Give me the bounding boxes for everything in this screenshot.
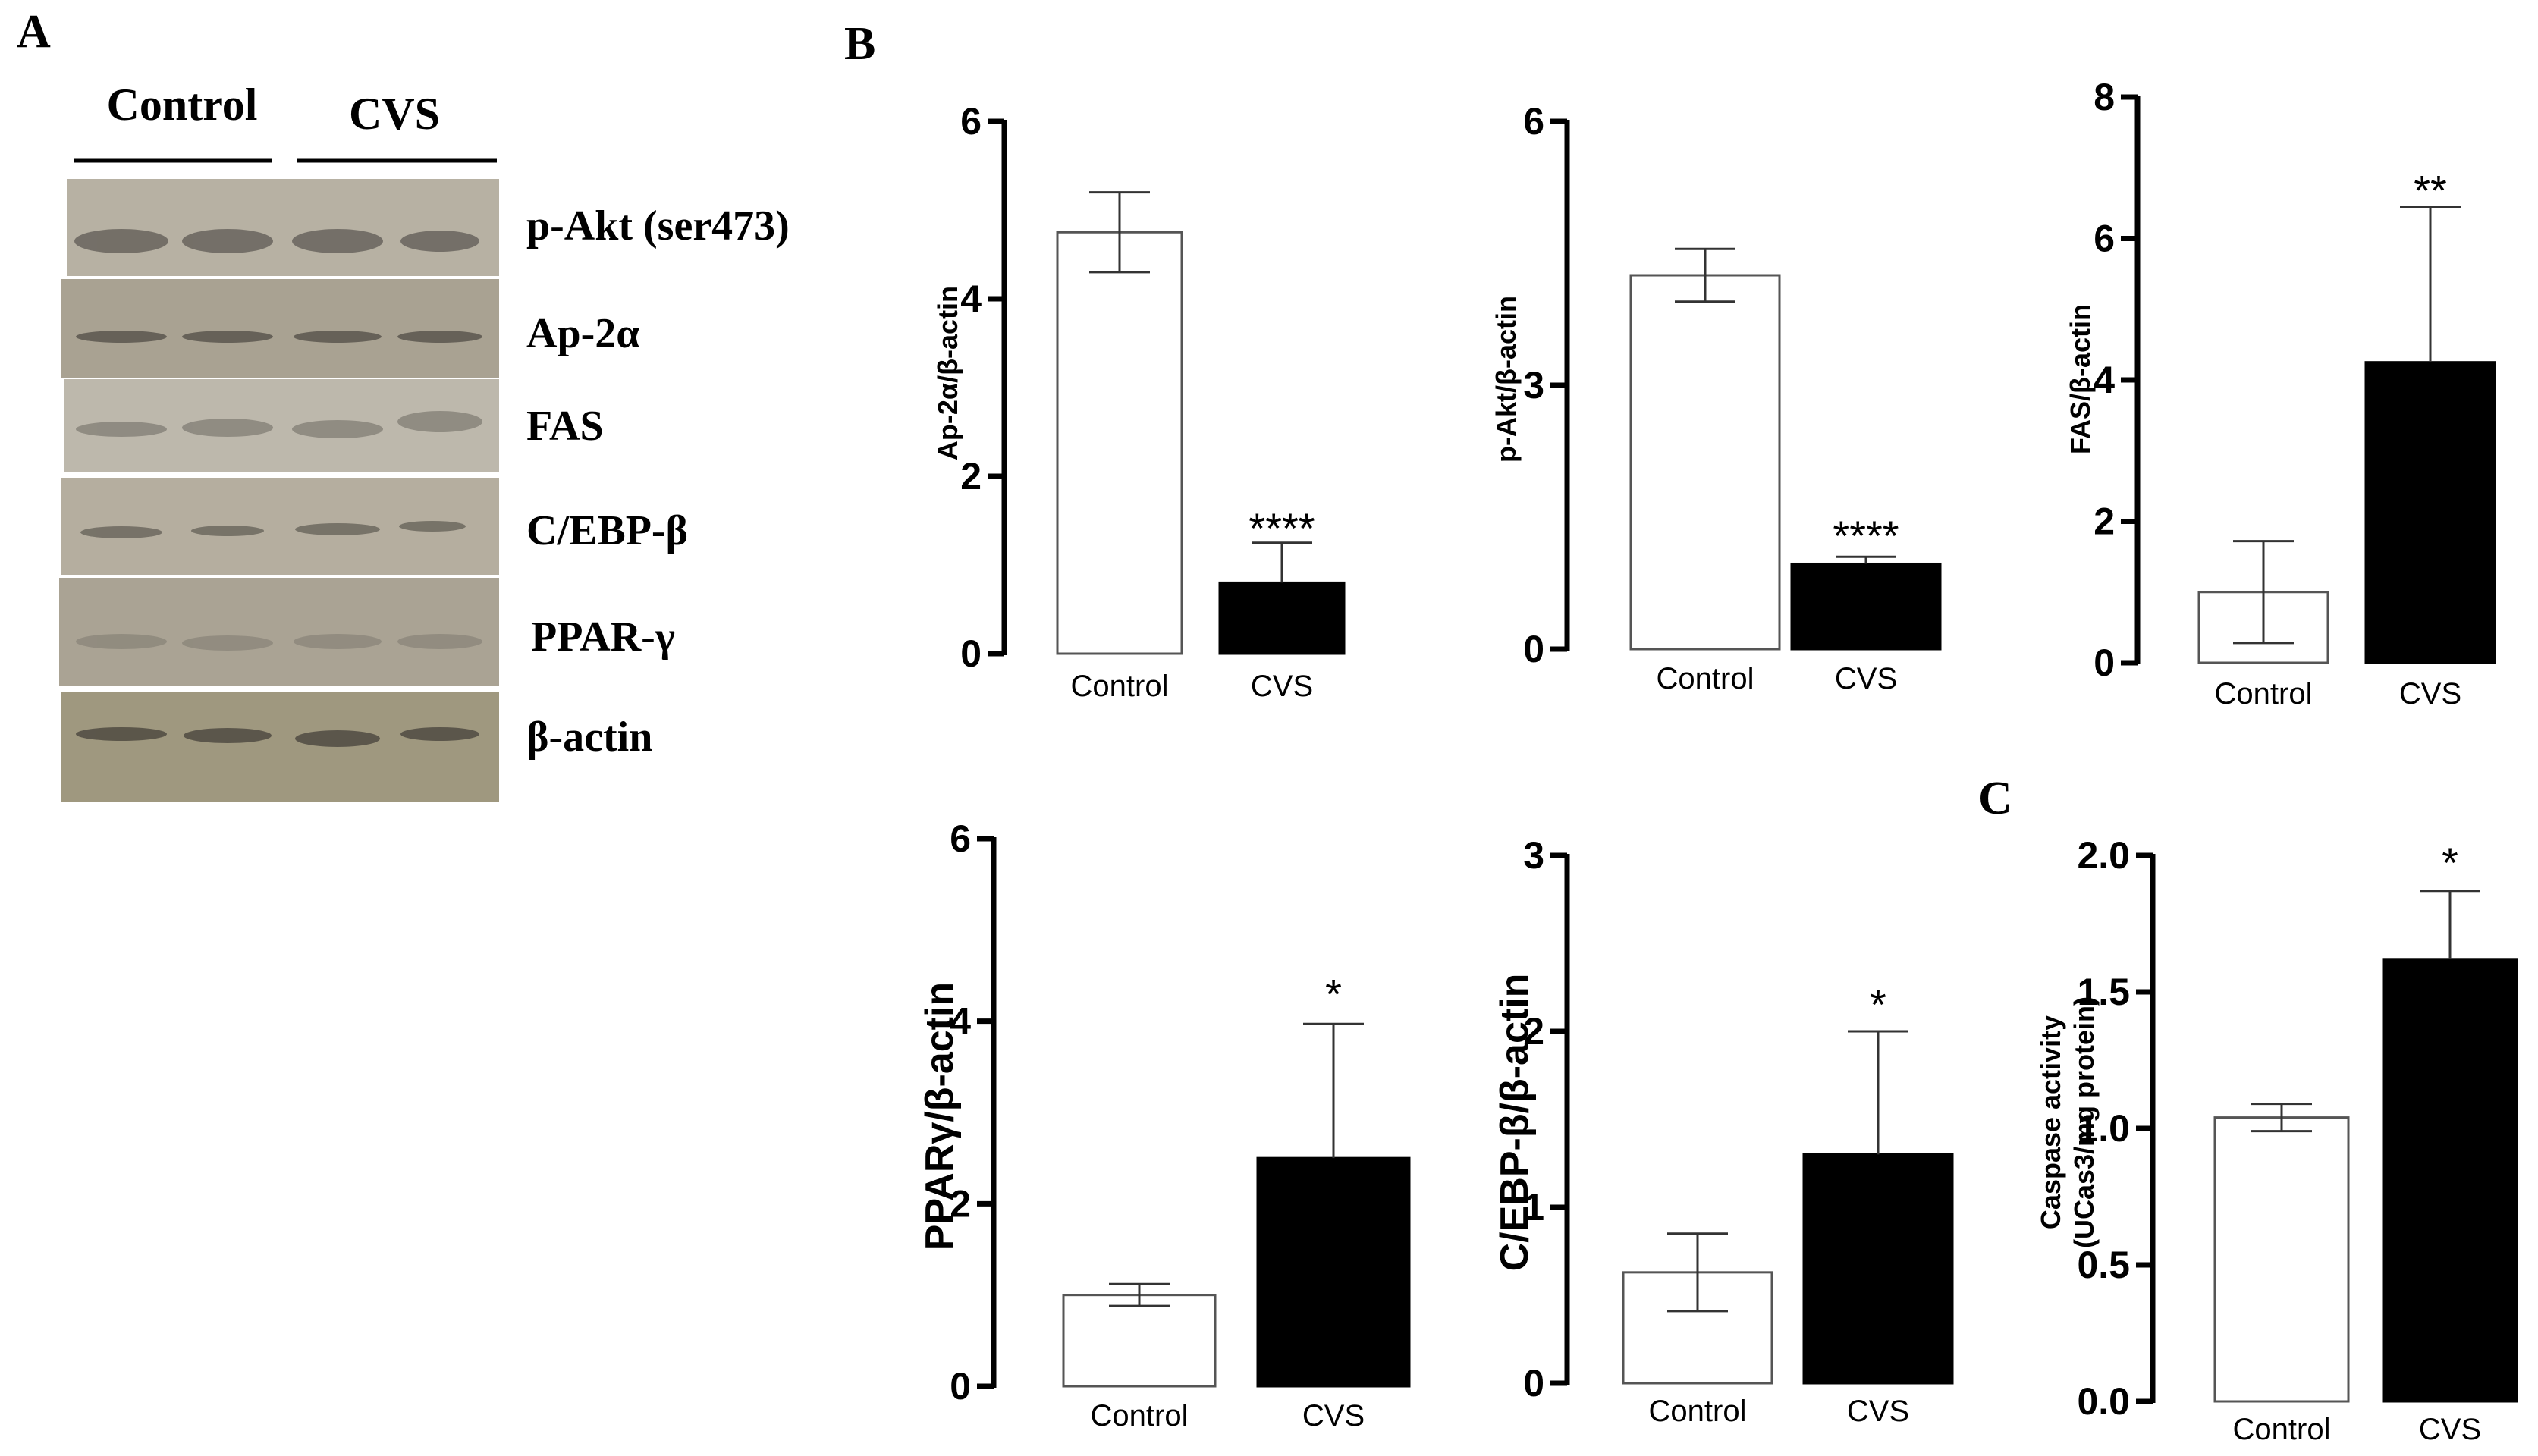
y-tick-label: 1 bbox=[1523, 1186, 1544, 1228]
bar-cvs bbox=[1802, 1153, 1954, 1385]
x-category-label: CVS bbox=[2399, 677, 2461, 711]
x-category-label: CVS bbox=[2419, 1413, 2481, 1446]
y-tick-label: 4 bbox=[960, 278, 982, 320]
bar-cvs bbox=[1256, 1156, 1411, 1388]
y-axis-label: FAS/β-actin bbox=[2065, 304, 2096, 454]
y-tick-label: 2 bbox=[1523, 1010, 1544, 1053]
x-category-label: Control bbox=[2233, 1413, 2331, 1446]
y-tick-label: 3 bbox=[1523, 834, 1544, 877]
bar-control bbox=[1629, 274, 1781, 651]
chart-ap2a: 0 2 4 6 Ap-2α/β-actin Control CVS **** bbox=[932, 100, 1346, 703]
y-tick-label: 0 bbox=[2094, 642, 2115, 684]
y-tick-label: 4 bbox=[950, 1000, 971, 1043]
y-tick-label: 2 bbox=[960, 455, 982, 497]
bar-cvs bbox=[1790, 562, 1942, 651]
y-tick-label: 0.0 bbox=[2077, 1380, 2130, 1423]
blot-bands-bactin bbox=[76, 727, 479, 747]
x-category-label: CVS bbox=[1847, 1395, 1909, 1428]
blot-bands-cebpb bbox=[80, 521, 466, 538]
y-tick-label: 6 bbox=[960, 100, 982, 143]
chart-cebpb: 0 1 2 3 C/EBP-β/β-actin Control CVS * bbox=[1493, 834, 1954, 1428]
bar-control bbox=[2213, 1116, 2350, 1403]
y-axis-label: C/EBP-β/β-actin bbox=[1493, 974, 1537, 1272]
y-tick-label: 1.0 bbox=[2077, 1107, 2130, 1150]
wb-group-control: Control bbox=[107, 80, 258, 130]
significance-marker: **** bbox=[1833, 512, 1899, 560]
bar-cvs bbox=[1218, 581, 1346, 655]
significance-marker: * bbox=[2442, 839, 2458, 886]
significance-marker: * bbox=[1325, 970, 1342, 1018]
y-tick-label: 3 bbox=[1523, 364, 1544, 406]
y-tick-label: 6 bbox=[950, 817, 971, 860]
wb-group-cvs: CVS bbox=[349, 89, 440, 139]
y-tick-label: 0.5 bbox=[2077, 1244, 2130, 1286]
wb-label-ap2a: Ap-2α bbox=[526, 310, 640, 357]
blot-bands-pparg bbox=[76, 634, 482, 651]
y-axis-label: p-Akt/β-actin bbox=[1490, 296, 1522, 463]
x-category-label: Control bbox=[1071, 670, 1169, 703]
blot-strip-ap2a bbox=[61, 279, 499, 378]
chart-fas: 0 2 4 6 8 FAS/β-actin Control CVS ** bbox=[2065, 76, 2496, 711]
blot-bands-ap2a bbox=[76, 331, 482, 343]
y-tick-label: 2.0 bbox=[2077, 834, 2130, 877]
chart-pparg: 0 2 4 6 PPARγ/β-actin Control CVS * bbox=[918, 817, 1411, 1432]
y-tick-label: 1.5 bbox=[2077, 971, 2130, 1013]
blot-strip-bactin bbox=[61, 692, 499, 802]
blot-bands-fas bbox=[76, 411, 482, 438]
x-category-label: Control bbox=[1657, 662, 1754, 695]
significance-marker: ** bbox=[2414, 167, 2447, 215]
western-blot-panel: Control CVS bbox=[59, 80, 790, 802]
bar-cvs bbox=[2364, 361, 2496, 664]
y-axis-label-units: (UCas3/mg protein) bbox=[2068, 996, 2100, 1248]
wb-label-cebpb: C/EBP-β bbox=[526, 507, 688, 554]
y-tick-label: 6 bbox=[1523, 100, 1544, 143]
bar-cvs bbox=[2382, 958, 2518, 1403]
y-tick-label: 0 bbox=[1523, 1362, 1544, 1404]
y-axis-label: PPARγ/β-actin bbox=[918, 982, 962, 1250]
wb-label-pakt: p-Akt (ser473) bbox=[526, 202, 790, 249]
panel-letter-c: C bbox=[1978, 773, 2012, 824]
y-axis-label: Ap-2α/β-actin bbox=[932, 286, 963, 460]
panel-letter-a: A bbox=[17, 6, 51, 58]
x-category-label: Control bbox=[1649, 1395, 1747, 1428]
y-axis-label: Caspase activity bbox=[2035, 1015, 2066, 1229]
chart-pakt: 0 3 6 p-Akt/β-actin Control CVS **** bbox=[1490, 100, 1942, 695]
bar-control bbox=[1056, 231, 1183, 655]
blot-strip-pparg bbox=[59, 578, 499, 686]
chart-caspase: 0.0 0.5 1.0 1.5 2.0 Caspase activity (UCas3/mg… bbox=[2035, 834, 2518, 1446]
y-tick-label: 0 bbox=[960, 632, 982, 675]
wb-label-fas: FAS bbox=[526, 403, 604, 450]
wb-label-pparg: PPAR-γ bbox=[531, 613, 675, 661]
y-tick-label: 2 bbox=[2094, 500, 2115, 543]
x-category-label: CVS bbox=[1835, 662, 1897, 695]
significance-marker: * bbox=[1870, 981, 1886, 1028]
x-category-label: CVS bbox=[1251, 670, 1313, 703]
y-tick-label: 0 bbox=[1523, 628, 1544, 670]
blot-strip-pakt bbox=[67, 179, 499, 276]
blot-bands-pakt bbox=[74, 229, 479, 253]
y-tick-label: 0 bbox=[950, 1365, 971, 1407]
panel-letter-b: B bbox=[844, 18, 875, 70]
y-tick-label: 2 bbox=[950, 1182, 971, 1225]
y-tick-label: 6 bbox=[2094, 218, 2115, 260]
bar-control bbox=[1062, 1294, 1217, 1388]
x-category-label: Control bbox=[2215, 677, 2313, 711]
x-category-label: CVS bbox=[1302, 1399, 1365, 1432]
y-tick-label: 4 bbox=[2094, 359, 2115, 401]
x-category-label: Control bbox=[1091, 1399, 1189, 1432]
significance-marker: **** bbox=[1249, 504, 1315, 552]
wb-label-bactin: β-actin bbox=[526, 714, 652, 761]
y-tick-label: 8 bbox=[2094, 76, 2115, 118]
